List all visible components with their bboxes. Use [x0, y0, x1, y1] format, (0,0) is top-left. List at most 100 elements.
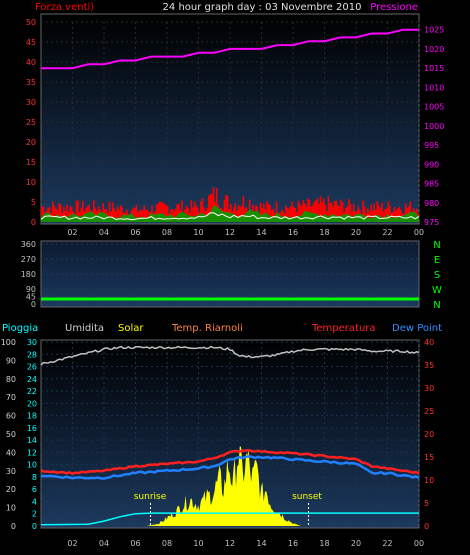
header-right-label: Pressione [370, 2, 418, 13]
x-tick-label: 00 [414, 228, 424, 237]
tick-label-rain: 24 [27, 375, 37, 384]
x-tick-label: 06 [130, 228, 140, 237]
wind-bar [192, 207, 194, 222]
wind-bar [42, 206, 45, 222]
tick-label-humidity: 100 [1, 338, 16, 347]
tick-label-temperature: 30 [424, 384, 434, 393]
wind-bar [363, 206, 366, 222]
rain-line [40, 512, 419, 526]
tick-label-humidity: 10 [6, 504, 16, 513]
wind-bar [53, 205, 56, 222]
legend-dew-point: Dew Point [392, 323, 442, 334]
wind-bar [338, 206, 341, 222]
wind-bar [226, 195, 229, 222]
x-tick-label: 08 [162, 539, 172, 548]
tick-label-direction: 90 [26, 285, 36, 294]
wind-bar [370, 204, 372, 222]
legend-pioggia: Pioggia [2, 323, 38, 334]
wind-bar [215, 187, 218, 222]
tick-label-wind: 30 [26, 98, 36, 107]
wind-bar [237, 205, 240, 222]
wind-bar [118, 209, 120, 222]
wind-bar [165, 205, 168, 222]
wind-bar [196, 207, 199, 222]
tick-label-temperature: 20 [424, 430, 434, 439]
solar-area [146, 446, 301, 526]
wind-bar [384, 209, 386, 222]
wind-bar [176, 204, 179, 222]
wind-bar [67, 211, 70, 222]
wind-bar [223, 199, 226, 222]
x-tick-label: 02 [67, 539, 77, 548]
x-tick-label: 14 [256, 539, 266, 548]
tick-label-humidity: 80 [6, 375, 16, 384]
tick-label-humidity: 30 [6, 467, 16, 476]
wind-bar [144, 209, 147, 222]
wind-bar [390, 212, 393, 222]
tick-label-rain: 10 [27, 461, 37, 470]
wind-bar [159, 201, 161, 222]
wind-bar [133, 208, 136, 222]
wind-bar [395, 210, 397, 222]
wind-bar [351, 211, 353, 222]
header-left-label: Forza venti) [35, 2, 94, 13]
wind-bar [132, 207, 134, 222]
wind-bar [382, 211, 385, 222]
wind-bar [119, 205, 122, 222]
temperature-line [40, 448, 420, 476]
tick-label-direction: 45 [26, 293, 36, 302]
tick-label-pressure: 1020 [424, 45, 444, 54]
wind-bar [121, 206, 123, 222]
wind-bar [307, 198, 309, 222]
wind-bar [376, 201, 379, 222]
tick-label-rain: 2 [32, 510, 37, 519]
wind-bar [300, 206, 303, 222]
legend-temperatura: Temperatura [311, 323, 376, 334]
wind-bar [66, 204, 68, 222]
wind-bar [163, 203, 166, 222]
wind-bar [275, 201, 278, 222]
wind-bar [137, 211, 139, 222]
legend-solar: Solar [118, 323, 144, 334]
wind-bar [259, 202, 262, 222]
tick-label-pressure: 980 [424, 199, 439, 208]
tick-label-wind: 15 [26, 158, 36, 167]
wind-bar [341, 202, 344, 222]
tick-label-wind: 40 [26, 58, 36, 67]
wind-bar [315, 200, 317, 222]
tick-label-pressure: 1010 [424, 83, 444, 92]
wind-bar [409, 201, 412, 222]
wind-bar [94, 207, 97, 222]
wind-bar [352, 204, 355, 222]
x-tick-label: 22 [382, 539, 392, 548]
wind-bar [368, 211, 371, 222]
x-tick-label: 18 [319, 228, 329, 237]
tick-label-pressure: 985 [424, 180, 439, 189]
wind-bar [138, 210, 141, 222]
wind-bar [162, 202, 164, 222]
wind-bar [398, 206, 401, 222]
wind-bar [362, 200, 364, 222]
wind-bar [212, 187, 215, 222]
wind-bar [333, 200, 336, 222]
wind-bar [81, 200, 84, 222]
wind-bar [289, 206, 292, 222]
tick-label-wind: 20 [26, 138, 36, 147]
tick-label-pressure: 1025 [424, 26, 444, 35]
humidity-line [40, 345, 420, 366]
tick-label-temperature: 25 [424, 407, 434, 416]
wind-bar [211, 193, 213, 222]
chart-title: 24 hour graph day : 03 Novembre 2010 [163, 2, 362, 13]
tick-label-rain: 0 [32, 522, 37, 531]
tick-label-pressure: 975 [424, 218, 439, 227]
tick-label-pressure: 995 [424, 141, 439, 150]
tick-label-temperature: 10 [424, 476, 434, 485]
wind-bar [80, 207, 82, 222]
x-tick-label: 12 [225, 228, 235, 237]
legend-temp-riarnoli: Temp. Riarnoli [171, 323, 243, 334]
wind-bar [285, 205, 287, 222]
tick-label-pressure: 1015 [424, 64, 444, 73]
tick-label-wind: 0 [31, 218, 36, 227]
wind-bar [389, 206, 391, 222]
compass-label: N [433, 240, 440, 251]
